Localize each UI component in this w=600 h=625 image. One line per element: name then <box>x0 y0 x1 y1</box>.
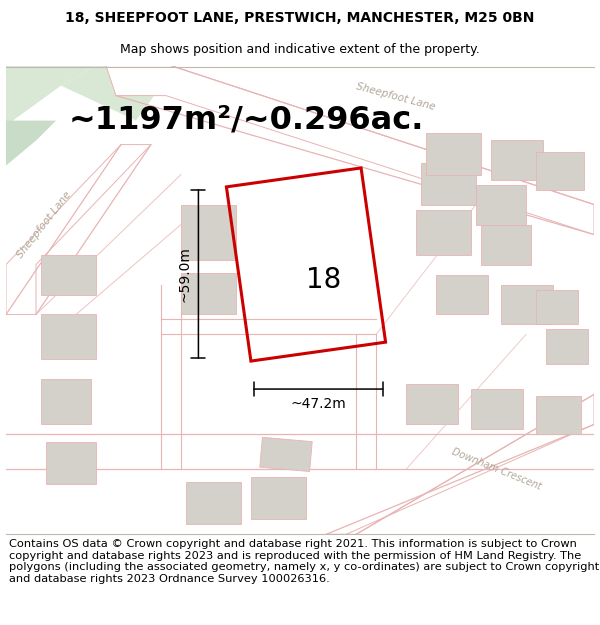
Text: 18, SHEEPFOOT LANE, PRESTWICH, MANCHESTER, M25 0BN: 18, SHEEPFOOT LANE, PRESTWICH, MANCHESTE… <box>65 11 535 26</box>
Polygon shape <box>41 314 96 359</box>
Polygon shape <box>406 384 458 424</box>
Text: 18: 18 <box>307 266 341 294</box>
Polygon shape <box>536 396 581 434</box>
Polygon shape <box>426 132 481 174</box>
Polygon shape <box>481 224 531 264</box>
Polygon shape <box>46 442 96 484</box>
Text: Sheepfoot Lane: Sheepfoot Lane <box>355 81 437 112</box>
Polygon shape <box>6 144 151 314</box>
Polygon shape <box>6 121 56 166</box>
Text: ~1197m²/~0.296ac.: ~1197m²/~0.296ac. <box>68 104 424 135</box>
Polygon shape <box>6 66 96 126</box>
Polygon shape <box>416 209 471 254</box>
Polygon shape <box>471 389 523 429</box>
Polygon shape <box>251 478 306 519</box>
Text: ~47.2m: ~47.2m <box>290 397 346 411</box>
Polygon shape <box>436 274 488 314</box>
Polygon shape <box>491 139 543 179</box>
Polygon shape <box>41 379 91 424</box>
Polygon shape <box>181 272 236 314</box>
Polygon shape <box>476 184 526 224</box>
Polygon shape <box>61 66 176 121</box>
Text: Contains OS data © Crown copyright and database right 2021. This information is : Contains OS data © Crown copyright and d… <box>9 539 599 584</box>
Polygon shape <box>106 66 594 234</box>
Polygon shape <box>536 152 584 189</box>
Polygon shape <box>546 329 588 364</box>
Text: Map shows position and indicative extent of the property.: Map shows position and indicative extent… <box>120 42 480 56</box>
Text: ~59.0m: ~59.0m <box>178 246 191 302</box>
Polygon shape <box>501 284 553 324</box>
Polygon shape <box>186 482 241 524</box>
Polygon shape <box>326 394 594 534</box>
Text: Downham Crescent: Downham Crescent <box>450 447 542 492</box>
Polygon shape <box>421 162 476 204</box>
Polygon shape <box>260 438 312 471</box>
Polygon shape <box>41 254 96 294</box>
Polygon shape <box>181 204 236 259</box>
Polygon shape <box>536 289 578 324</box>
Text: Sheepfoot Lane: Sheepfoot Lane <box>15 189 73 260</box>
